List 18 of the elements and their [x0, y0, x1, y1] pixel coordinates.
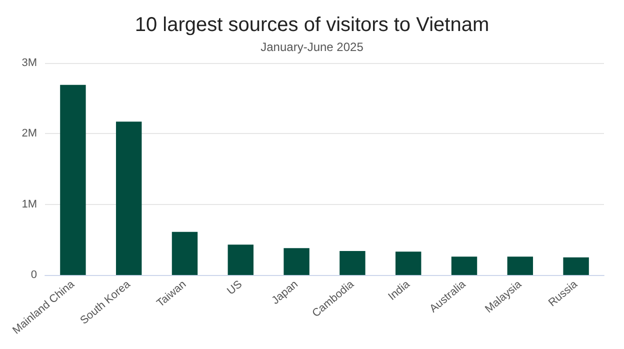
bar: [507, 256, 534, 275]
x-tick-label: India: [386, 278, 413, 303]
bar: [228, 244, 254, 275]
y-tick-label: 1M: [22, 198, 37, 210]
bar: [451, 256, 478, 275]
bar: [116, 122, 142, 275]
bar: [284, 248, 310, 275]
y-tick-label: 3M: [22, 57, 37, 69]
y-tick-label: 0: [30, 269, 37, 281]
bar: [340, 250, 366, 275]
bar: [563, 257, 589, 275]
chart-title: 10 largest sources of visitors to Vietnam: [134, 14, 490, 36]
y-tick-label: 2M: [22, 128, 37, 140]
bar: [395, 252, 422, 275]
bar: [172, 232, 198, 275]
x-tick-label: US: [225, 278, 245, 298]
chart-subtitle: January-June 2025: [260, 40, 364, 54]
bar: [60, 84, 86, 275]
